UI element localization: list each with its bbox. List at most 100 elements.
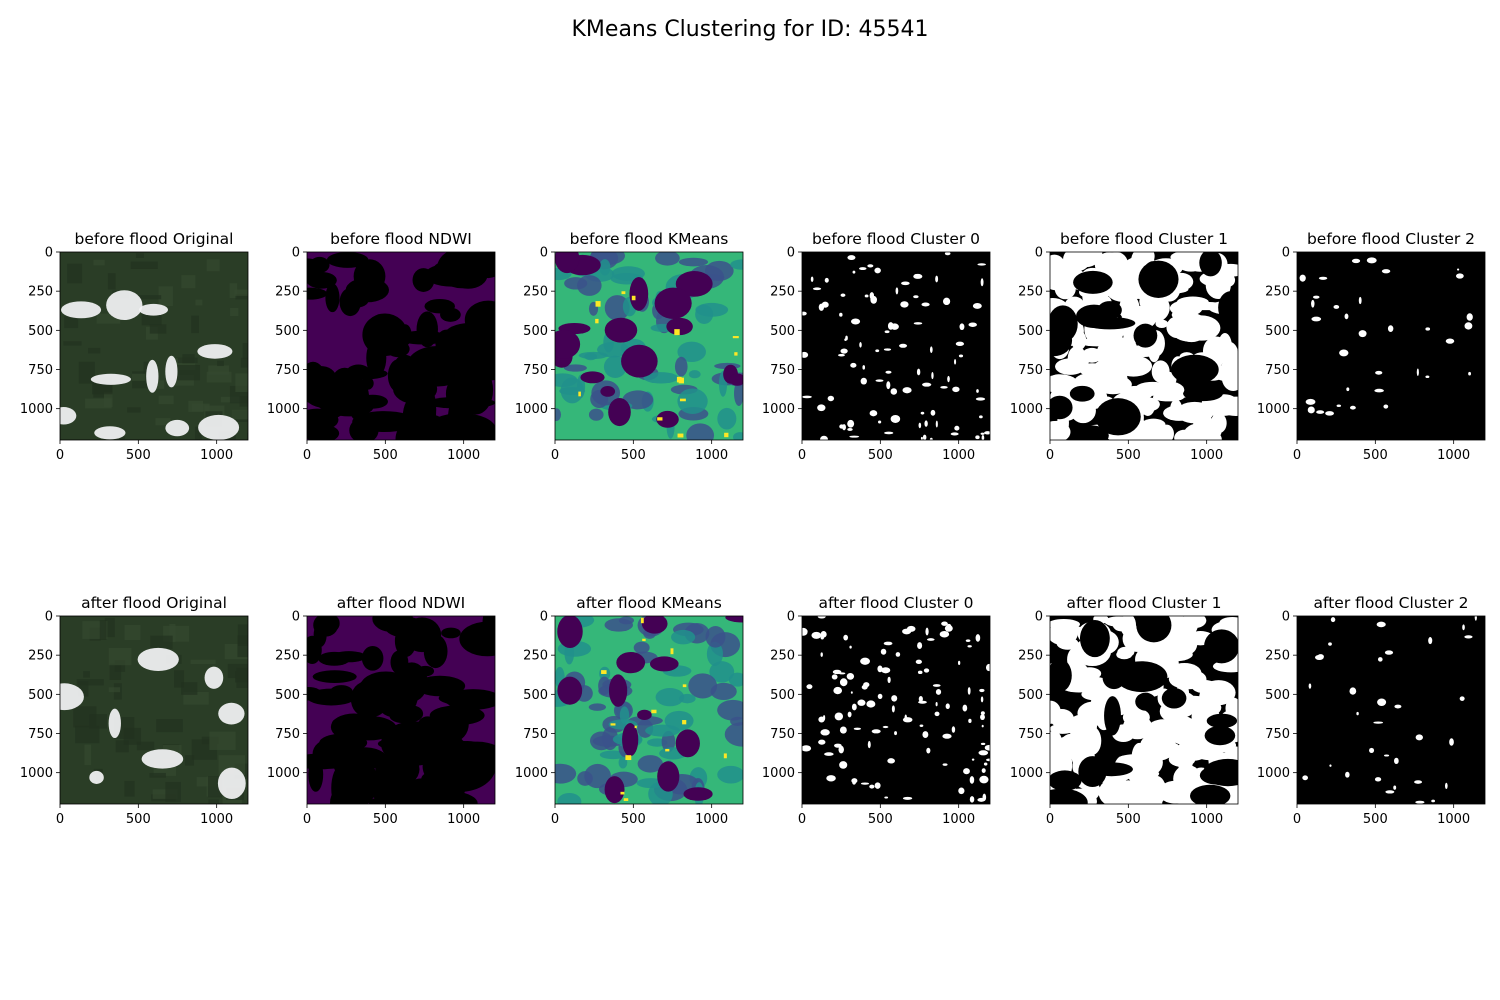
terrain-patch — [135, 253, 144, 258]
x-tick-label: 500 — [1116, 448, 1141, 463]
mask-pixel-region — [847, 419, 855, 428]
mask-pixel-region — [862, 365, 866, 370]
cluster-region — [655, 252, 680, 266]
mask-pixel-region — [916, 368, 921, 376]
mask-pixel-region — [1112, 616, 1130, 632]
mask-pixel-region — [979, 415, 983, 419]
mask-pixel-region — [1299, 274, 1306, 282]
cluster-region — [604, 295, 630, 321]
y-tick-label: 1000 — [762, 766, 795, 781]
cluster-region — [604, 317, 638, 343]
mask-pixel-region — [1054, 278, 1076, 300]
y-tick-label: 750 — [523, 727, 548, 742]
y-tick-label: 250 — [275, 285, 300, 300]
terrain-patch — [83, 671, 90, 678]
mask-pixel-region — [1416, 368, 1419, 377]
x-tick-label: 1000 — [1437, 812, 1470, 827]
mask-pixel-region — [1333, 305, 1340, 309]
mask-pixel-region — [890, 388, 898, 395]
mask-pixel-region — [1050, 619, 1081, 630]
cluster-region — [725, 616, 743, 623]
mask-pixel-region — [935, 702, 938, 707]
terrain-patch — [117, 436, 125, 440]
mask-pixel-region — [852, 270, 856, 274]
mask-pixel-region — [1161, 371, 1177, 387]
mask-pixel-region — [1393, 785, 1397, 790]
cloud-blob — [60, 301, 102, 319]
y-tick-label: 500 — [523, 688, 548, 703]
panel-plot: 0 250 500 750 1000 0 500 1000 — [762, 610, 991, 827]
mask-pixel-region — [1318, 276, 1328, 280]
mask-pixel-region — [1462, 624, 1465, 631]
mask-pixel-region — [1168, 620, 1190, 643]
mask-pixel-region — [823, 715, 826, 721]
y-tick-label: 500 — [1265, 324, 1290, 339]
mask-pixel-region — [834, 712, 844, 721]
mask-pixel-region — [1050, 743, 1075, 764]
mask-pixel-region — [1113, 368, 1128, 392]
cluster-region — [621, 291, 626, 295]
mask-pixel-region — [859, 267, 867, 271]
mask-pixel-region — [975, 435, 980, 440]
mask-pixel-region — [924, 420, 928, 427]
panel-before-cluster-2: before flood Cluster 2 0 250 500 750 1000 0 50… — [1257, 230, 1500, 470]
y-tick-label: 750 — [1265, 363, 1290, 378]
cluster-region — [618, 756, 628, 769]
cloud-blob — [146, 359, 159, 393]
mask-pixel-region — [1375, 370, 1383, 375]
mask-pixel-region — [1078, 786, 1111, 796]
mask-pixel-region — [978, 750, 989, 756]
y-tick-label: 0 — [787, 610, 795, 625]
y-tick-label: 1000 — [1010, 766, 1043, 781]
mask-pixel-region — [1373, 721, 1384, 724]
y-tick-label: 500 — [275, 324, 300, 339]
x-tick-label: 1000 — [695, 448, 728, 463]
cluster-region — [678, 257, 709, 267]
y-tick-label: 0 — [1035, 610, 1043, 625]
x-tick-label: 0 — [303, 812, 311, 827]
masked-region — [312, 670, 357, 684]
mask-pixel-region — [981, 434, 985, 440]
mask-pixel-region — [985, 758, 990, 762]
mask-pixel-region — [1376, 621, 1386, 628]
mask-pixel-region — [866, 700, 876, 708]
mask-pixel-region — [840, 293, 846, 297]
mask-pixel-region — [1143, 729, 1155, 750]
mask-pixel-region — [1210, 412, 1227, 434]
panel-before-kmeans: before flood KMeans 0 250 500 750 1000 0 500 10… — [515, 230, 787, 470]
cluster-region — [645, 724, 681, 737]
panel-title: after flood Cluster 2 — [1313, 594, 1469, 612]
terrain-patch — [114, 660, 126, 672]
mask-pixel-region — [1170, 252, 1207, 264]
y-tick-label: 0 — [45, 610, 53, 625]
cluster-region — [557, 616, 583, 648]
mask-pixel-region — [860, 782, 870, 785]
mask-pixel-region — [1221, 273, 1236, 287]
cluster-region — [686, 423, 715, 440]
cluster-region — [656, 410, 679, 428]
mask-pixel-region — [1415, 734, 1423, 741]
panel-image — [1050, 616, 1238, 804]
mask-pixel-region — [851, 778, 858, 784]
mask-pixel-region — [1069, 385, 1095, 402]
y-tick-label: 500 — [28, 688, 53, 703]
cluster-region — [734, 352, 738, 356]
cluster-region — [619, 706, 630, 724]
cluster-region — [682, 720, 687, 725]
cluster-region — [688, 370, 701, 379]
terrain-patch — [227, 663, 248, 679]
mask-pixel-region — [957, 660, 961, 666]
mask-pixel-region — [1428, 637, 1433, 645]
panel-title: before flood Cluster 0 — [811, 230, 981, 248]
mask-pixel-region — [812, 287, 822, 291]
mask-pixel-region — [931, 371, 934, 380]
mask-pixel-region — [860, 377, 867, 385]
masked-region — [331, 651, 367, 663]
masked-region — [362, 313, 408, 357]
mask-pixel-region — [1172, 321, 1206, 342]
y-tick-label: 500 — [523, 324, 548, 339]
cluster-region — [688, 673, 718, 699]
masked-region — [425, 732, 467, 773]
panel-title: after flood Cluster 0 — [818, 594, 974, 612]
mask-pixel-region — [811, 631, 822, 639]
